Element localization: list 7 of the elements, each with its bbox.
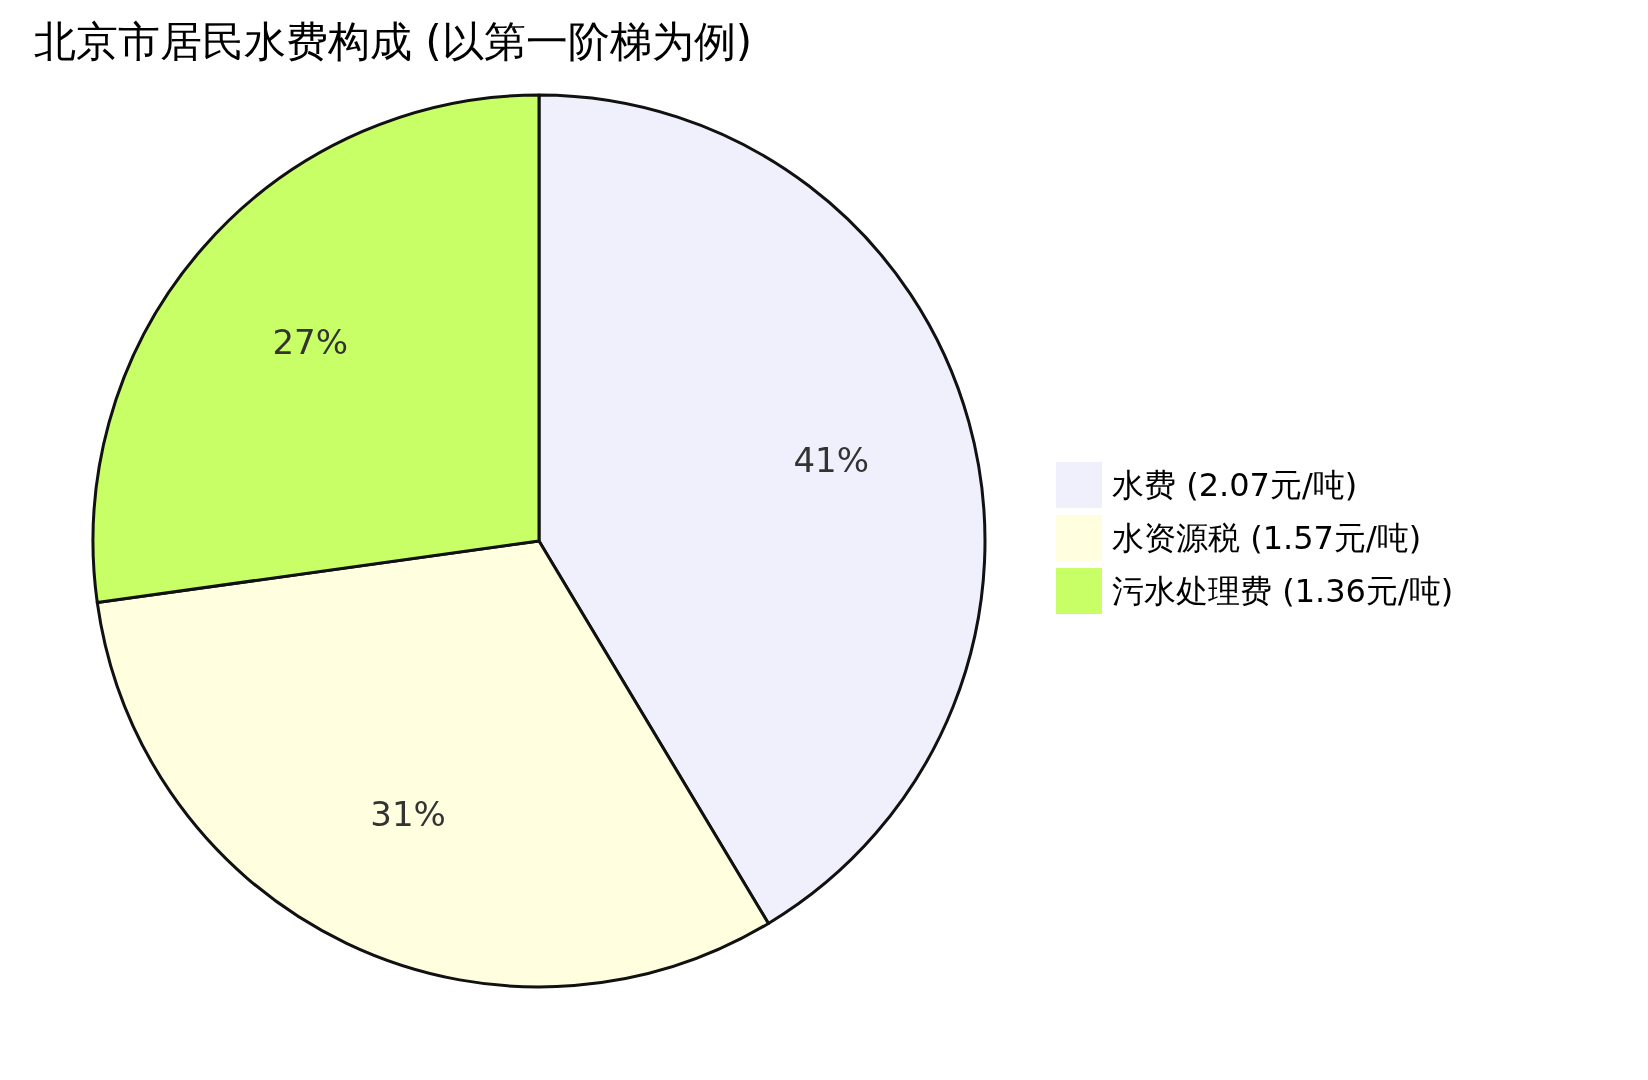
legend-label: 水资源税 (1.57元/吨): [1112, 519, 1422, 558]
data-label: 31%: [370, 794, 446, 835]
data-label: 27%: [272, 321, 349, 362]
data-label: 41%: [793, 439, 870, 480]
chart-title: 北京市居民水费构成 (以第一阶梯为例): [34, 17, 753, 66]
legend-label: 污水处理费 (1.36元/吨): [1112, 572, 1454, 611]
slice-label: 水费 (2.07元/吨): [1112, 466, 1358, 505]
